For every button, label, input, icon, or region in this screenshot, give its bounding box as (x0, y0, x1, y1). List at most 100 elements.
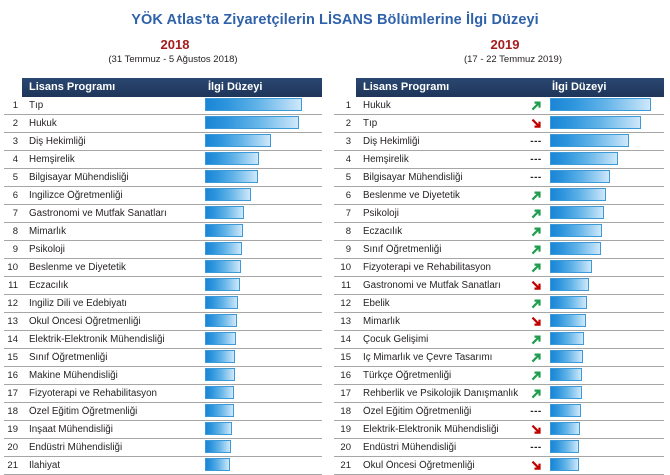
table-row[interactable]: 19 İnşaat Mühendisliği (4, 421, 322, 439)
row-rank: 16 (340, 370, 351, 381)
row-rank: 14 (340, 334, 351, 345)
program-name: Tıp (363, 118, 378, 129)
table-row[interactable]: 19 Elektrik-Elektronik Mühendisliği (334, 421, 664, 439)
table-row[interactable]: 17 Rehberlik ve Psikolojik Danışmanlık (334, 385, 664, 403)
interest-bar (550, 98, 651, 111)
table-row[interactable]: 7 Psikoloji (334, 205, 664, 223)
column-header-program: Lisans Programı (363, 81, 450, 93)
interest-bar (550, 116, 641, 129)
table-row[interactable]: 5 Bilgisayar Mühendisliği --- (334, 169, 664, 187)
table-row[interactable]: 1 Tıp (4, 97, 322, 115)
table-row[interactable]: 21 Okul Öncesi Öğretmenliği (334, 457, 664, 475)
table-row[interactable]: 14 Çocuk Gelişimi (334, 331, 664, 349)
interest-bar (550, 404, 582, 417)
trend-down-icon (522, 424, 550, 435)
row-rank: 13 (340, 316, 351, 327)
program-name: Psikoloji (363, 208, 399, 219)
table-row[interactable]: 8 Mimarlık (4, 223, 322, 241)
table-row[interactable]: 15 İç Mimarlık ve Çevre Tasarımı (334, 349, 664, 367)
row-rank: 3 (12, 136, 18, 147)
table-row[interactable]: 6 İngilizce Öğretmenliği (4, 187, 322, 205)
table-row[interactable]: 9 Psikoloji (4, 241, 322, 259)
interest-bar-cell (205, 331, 322, 348)
interest-bar-cell (205, 151, 322, 168)
table-row[interactable]: 1 Hukuk (334, 97, 664, 115)
trend-flat-icon: --- (522, 153, 550, 165)
table-row[interactable]: 9 Sınıf Öğretmenliği (334, 241, 664, 259)
interest-bar-cell (550, 403, 664, 420)
interest-bar (205, 404, 235, 417)
table-row[interactable]: 14 Elektrik-Elektronik Mühendisliği (4, 331, 322, 349)
interest-bar (550, 170, 610, 183)
interest-bar (550, 188, 606, 201)
table-row[interactable]: 3 Diş Hekimliği (4, 133, 322, 151)
table-row[interactable]: 7 Gastronomi ve Mutfak Sanatları (4, 205, 322, 223)
table-row[interactable]: 2 Tıp (334, 115, 664, 133)
table-row[interactable]: 12 Ebelik (334, 295, 664, 313)
program-name: İngilizce Öğretmenliği (29, 190, 123, 201)
interest-bar-cell (550, 295, 664, 312)
table-row[interactable]: 10 Beslenme ve Diyetetik (4, 259, 322, 277)
table-row[interactable]: 20 Endüstri Mühendisliği (4, 439, 322, 457)
interest-bar (205, 422, 233, 435)
table-row[interactable]: 4 Hemşirelik (4, 151, 322, 169)
program-name: Bilgisayar Mühendisliği (363, 172, 463, 183)
interest-bar (550, 134, 629, 147)
table-row[interactable]: 2 Hukuk (4, 115, 322, 133)
interest-bar (205, 458, 231, 471)
table-row[interactable]: 16 Türkçe Öğretmenliği (334, 367, 664, 385)
trend-flat-icon: --- (522, 136, 550, 147)
trend-flat-dashes: --- (530, 153, 542, 165)
table-row[interactable]: 4 Hemşirelik --- (334, 151, 664, 169)
table-row[interactable]: 12 İngiliz Dili ve Edebiyatı (4, 295, 322, 313)
table-row[interactable]: 13 Okul Öncesi Öğretmenliği (4, 313, 322, 331)
table-row[interactable]: 16 Makine Mühendisliği (4, 367, 322, 385)
row-rank: 12 (340, 298, 351, 309)
table-row[interactable]: 5 Bilgisayar Mühendisliği (4, 169, 322, 187)
table-row[interactable]: 17 Fizyoterapi ve Rehabilitasyon (4, 385, 322, 403)
interest-bar (205, 206, 244, 219)
program-name: Bilgisayar Mühendisliği (29, 172, 129, 183)
row-rank: 20 (340, 442, 351, 453)
table-row[interactable]: 8 Eczacılık (334, 223, 664, 241)
table-row[interactable]: 6 Beslenme ve Diyetetik (334, 187, 664, 205)
interest-bar-cell (205, 241, 322, 258)
row-rank: 8 (345, 226, 351, 237)
table-row[interactable]: 10 Fizyoterapi ve Rehabilitasyon (334, 259, 664, 277)
program-name: Gastronomi ve Mutfak Sanatları (29, 208, 167, 219)
interest-bar-cell (550, 277, 664, 294)
table-header-2018: Lisans Programı İlgi Düzeyi (22, 78, 322, 97)
interest-bar (205, 368, 236, 381)
trend-up-icon (522, 352, 550, 363)
interest-bar-cell (205, 403, 322, 420)
interest-bar-cell (205, 223, 322, 240)
program-name: İlahiyat (29, 460, 61, 471)
table-row[interactable]: 11 Gastronomi ve Mutfak Sanatları (334, 277, 664, 295)
table-row[interactable]: 20 Endüstri Mühendisliği --- (334, 439, 664, 457)
program-name: Diş Hekimliği (29, 136, 86, 147)
interest-bar-cell (550, 187, 664, 204)
row-rank: 21 (7, 460, 18, 471)
table-row[interactable]: 18 Özel Eğitim Öğretmenliği --- (334, 403, 664, 421)
table-row[interactable]: 15 Sınıf Öğretmenliği (4, 349, 322, 367)
row-rank: 5 (345, 172, 351, 183)
program-name: Endüstri Mühendisliği (363, 442, 457, 453)
interest-bar (550, 332, 585, 345)
interest-bar-cell (550, 349, 664, 366)
table-row[interactable]: 13 Mimarlık (334, 313, 664, 331)
row-rank: 1 (345, 100, 351, 111)
table-row[interactable]: 3 Diş Hekimliği --- (334, 133, 664, 151)
trend-up-icon (522, 388, 550, 399)
table-row[interactable]: 18 Özel Eğitim Öğretmenliği (4, 403, 322, 421)
table-row[interactable]: 21 İlahiyat (4, 457, 322, 475)
program-name: Hemşirelik (363, 154, 409, 165)
trend-up-icon (522, 226, 550, 237)
interest-bar (205, 332, 236, 345)
row-rank: 3 (345, 136, 351, 147)
program-name: Özel Eğitim Öğretmenliği (363, 406, 472, 417)
interest-bar-cell (205, 169, 322, 186)
row-rank: 7 (12, 208, 18, 219)
interest-bar (205, 98, 302, 111)
table-row[interactable]: 11 Eczacılık (4, 277, 322, 295)
trend-down-icon (522, 118, 550, 129)
